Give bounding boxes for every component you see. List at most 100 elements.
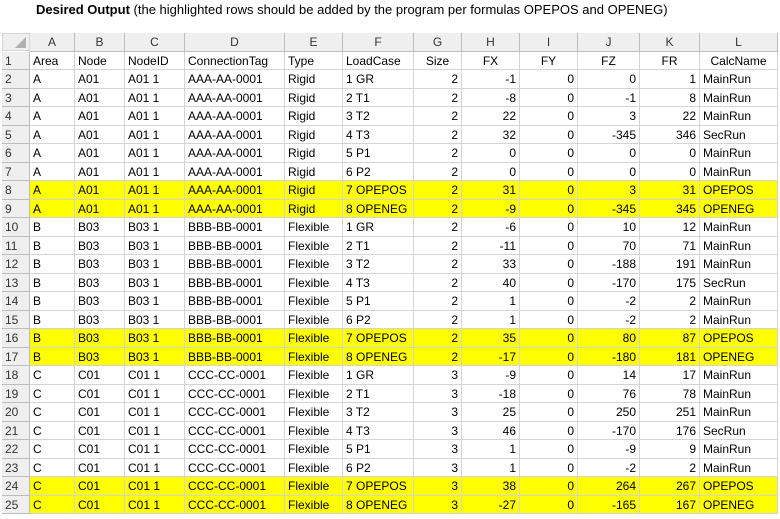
cell: -17 [462,347,520,366]
cell: 0 [578,144,640,163]
cell: 250 [578,403,640,422]
cell: 1 [462,440,520,459]
cell: Flexible [285,384,343,403]
cell: C01 [75,477,125,496]
cell: 80 [578,329,640,348]
cell: 3 [578,107,640,126]
row-header: 1 [2,51,30,70]
column-header: L [700,33,778,52]
cell: MainRun [700,70,778,89]
cell: CCC-CC-0001 [185,458,285,477]
cell: -6 [462,218,520,237]
cell: 2 [414,329,462,348]
cell: Rigid [285,162,343,181]
cell: C01 1 [125,403,185,422]
cell: C [30,495,75,514]
column-header: E [285,33,343,52]
cell: 176 [640,421,700,440]
cell: CCC-CC-0001 [185,440,285,459]
cell: C01 [75,458,125,477]
cell: A [30,125,75,144]
cell: SecRun [700,421,778,440]
cell: 0 [520,70,578,89]
cell: 6 P2 [343,162,414,181]
cell: 31 [462,181,520,200]
column-header: G [414,33,462,52]
cell: Rigid [285,199,343,218]
cell: MainRun [700,310,778,329]
cell: A01 [75,181,125,200]
cell: B03 [75,347,125,366]
row-header: 5 [2,125,30,144]
cell: C01 [75,403,125,422]
cell: A01 [75,88,125,107]
row-header: 4 [2,107,30,126]
cell: OPEPOS [700,329,778,348]
cell: 8 [640,88,700,107]
field-name: NodeID [125,51,185,70]
row-header: 20 [2,403,30,422]
cell: B [30,273,75,292]
cell: -345 [578,199,640,218]
cell: B [30,310,75,329]
cell: A01 [75,107,125,126]
cell: A [30,88,75,107]
row-header: 3 [2,88,30,107]
cell: 2 [414,310,462,329]
cell: A01 [75,125,125,144]
cell: 3 T2 [343,403,414,422]
cell: MainRun [700,107,778,126]
cell: 2 T1 [343,384,414,403]
cell: 3 [414,495,462,514]
cell: CCC-CC-0001 [185,403,285,422]
cell: 175 [640,273,700,292]
cell: 0 [578,162,640,181]
cell: BBB-BB-0001 [185,273,285,292]
field-name: Area [30,51,75,70]
cell: 2 [640,458,700,477]
cell: 0 [520,199,578,218]
row-header: 7 [2,162,30,181]
row-header: 23 [2,458,30,477]
cell: 6 P2 [343,458,414,477]
column-header: F [343,33,414,52]
cell: B03 1 [125,236,185,255]
cell: 2 [414,107,462,126]
cell: C [30,366,75,385]
cell: 0 [520,162,578,181]
cell: 0 [520,273,578,292]
row-header: 16 [2,329,30,348]
row-header: 15 [2,310,30,329]
cell: C01 1 [125,440,185,459]
cell: 25 [462,403,520,422]
cell: 8 OPENEG [343,495,414,514]
cell: 2 [414,70,462,89]
cell: -170 [578,273,640,292]
field-name: Size [414,51,462,70]
cell: B [30,236,75,255]
cell: Rigid [285,88,343,107]
cell: MainRun [700,384,778,403]
field-name: ConnectionTag [185,51,285,70]
cell: A [30,70,75,89]
cell: -27 [462,495,520,514]
cell: A01 [75,144,125,163]
cell: 2 [414,292,462,311]
cell: 3 [414,384,462,403]
column-header: D [185,33,285,52]
cell: B [30,347,75,366]
cell: BBB-BB-0001 [185,310,285,329]
cell: C [30,477,75,496]
cell: 10 [578,218,640,237]
cell: 2 [414,125,462,144]
cell: 2 [414,199,462,218]
cell: C01 [75,384,125,403]
column-header: C [125,33,185,52]
cell: -1 [578,88,640,107]
cell: 0 [640,144,700,163]
column-header: B [75,33,125,52]
cell: -11 [462,236,520,255]
cell: 3 [414,477,462,496]
caption: Desired Output (the highlighted rows sho… [36,2,668,17]
cell: Flexible [285,255,343,274]
